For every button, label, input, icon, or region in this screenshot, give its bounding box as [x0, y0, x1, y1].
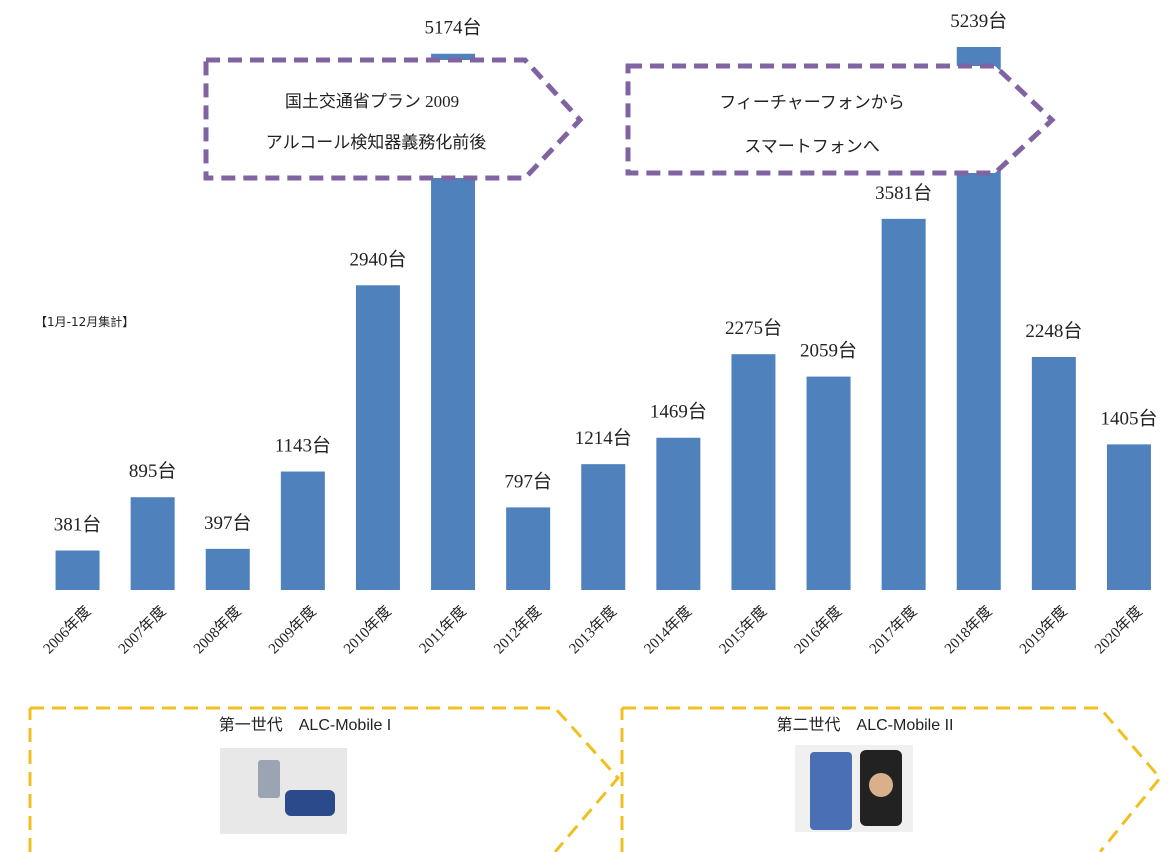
x-tick-label: 2014年度 — [641, 603, 695, 657]
bar — [806, 376, 851, 590]
bar — [130, 497, 175, 590]
bar — [1031, 357, 1076, 590]
annotation-text: フィーチャーフォンから — [719, 93, 904, 112]
bar — [55, 550, 100, 590]
x-tick-label: 2006年度 — [40, 603, 94, 657]
x-tick-label: 2017年度 — [866, 603, 920, 657]
generation-arrow — [620, 706, 1162, 852]
annotation-boxes: 国土交通省プラン 2009 アルコール検知器義務化前後 フィーチャーフォンから … — [203, 57, 1056, 181]
generations: 第一世代 ALC-Mobile I 第二世代 ALC-Mobile II — [28, 706, 1162, 852]
generation-label: 第二世代 ALC-Mobile II — [777, 716, 954, 734]
annotation-text: 国土交通省プラン 2009 — [285, 92, 459, 111]
value-label: 5174台 — [425, 17, 482, 39]
x-tick-label: 2010年度 — [340, 603, 394, 657]
bar — [280, 471, 325, 590]
x-tick-label: 2019年度 — [1016, 603, 1070, 657]
generation-arrow — [28, 706, 620, 852]
x-tick-label: 2020年度 — [1091, 603, 1145, 657]
x-tick-label: 2015年度 — [716, 603, 770, 657]
value-label: 1469台 — [650, 401, 707, 423]
value-label: 797台 — [504, 470, 552, 492]
bar — [656, 437, 701, 590]
value-label: 2059台 — [800, 340, 857, 362]
value-label: 2940台 — [349, 248, 406, 270]
bar — [506, 507, 551, 590]
x-tick-label: 2007年度 — [115, 603, 169, 657]
bar — [355, 285, 400, 590]
product-photo — [258, 760, 280, 798]
value-label: 3581台 — [875, 182, 932, 204]
annotation-text: スマートフォンへ — [744, 137, 880, 156]
annotation-box — [203, 57, 584, 181]
annotation-text: アルコール検知器義務化前後 — [266, 133, 487, 152]
x-tick-label: 2012年度 — [491, 603, 545, 657]
value-label: 895台 — [129, 460, 177, 482]
annotation-box — [625, 63, 1056, 176]
value-label: 2275台 — [725, 317, 782, 339]
value-label: 5239台 — [950, 10, 1007, 32]
x-tick-label: 2018年度 — [941, 603, 995, 657]
x-tick-label: 2013年度 — [566, 603, 620, 657]
value-label: 1214台 — [575, 427, 632, 449]
note: 【1月-12月集計】 — [35, 314, 134, 329]
product-photo — [285, 790, 335, 816]
product-photo — [869, 773, 893, 797]
value-label: 1405台 — [1100, 407, 1157, 429]
bar — [731, 354, 776, 590]
bar — [581, 464, 626, 590]
product-photo — [810, 752, 852, 830]
x-tick-label: 2016年度 — [791, 603, 845, 657]
value-label: 397台 — [204, 512, 252, 534]
bars — [55, 47, 1151, 591]
value-label: 381台 — [54, 514, 102, 536]
bar — [881, 218, 926, 591]
value-label: 2248台 — [1025, 320, 1082, 342]
value-label: 1143台 — [275, 435, 331, 457]
bar — [205, 548, 250, 590]
x-tick-label: 2009年度 — [265, 603, 319, 657]
x-tick-label: 2011年度 — [416, 603, 470, 657]
bar — [1106, 444, 1151, 590]
generation-label: 第一世代 ALC-Mobile I — [219, 716, 391, 734]
x-tick-label: 2008年度 — [190, 603, 244, 657]
